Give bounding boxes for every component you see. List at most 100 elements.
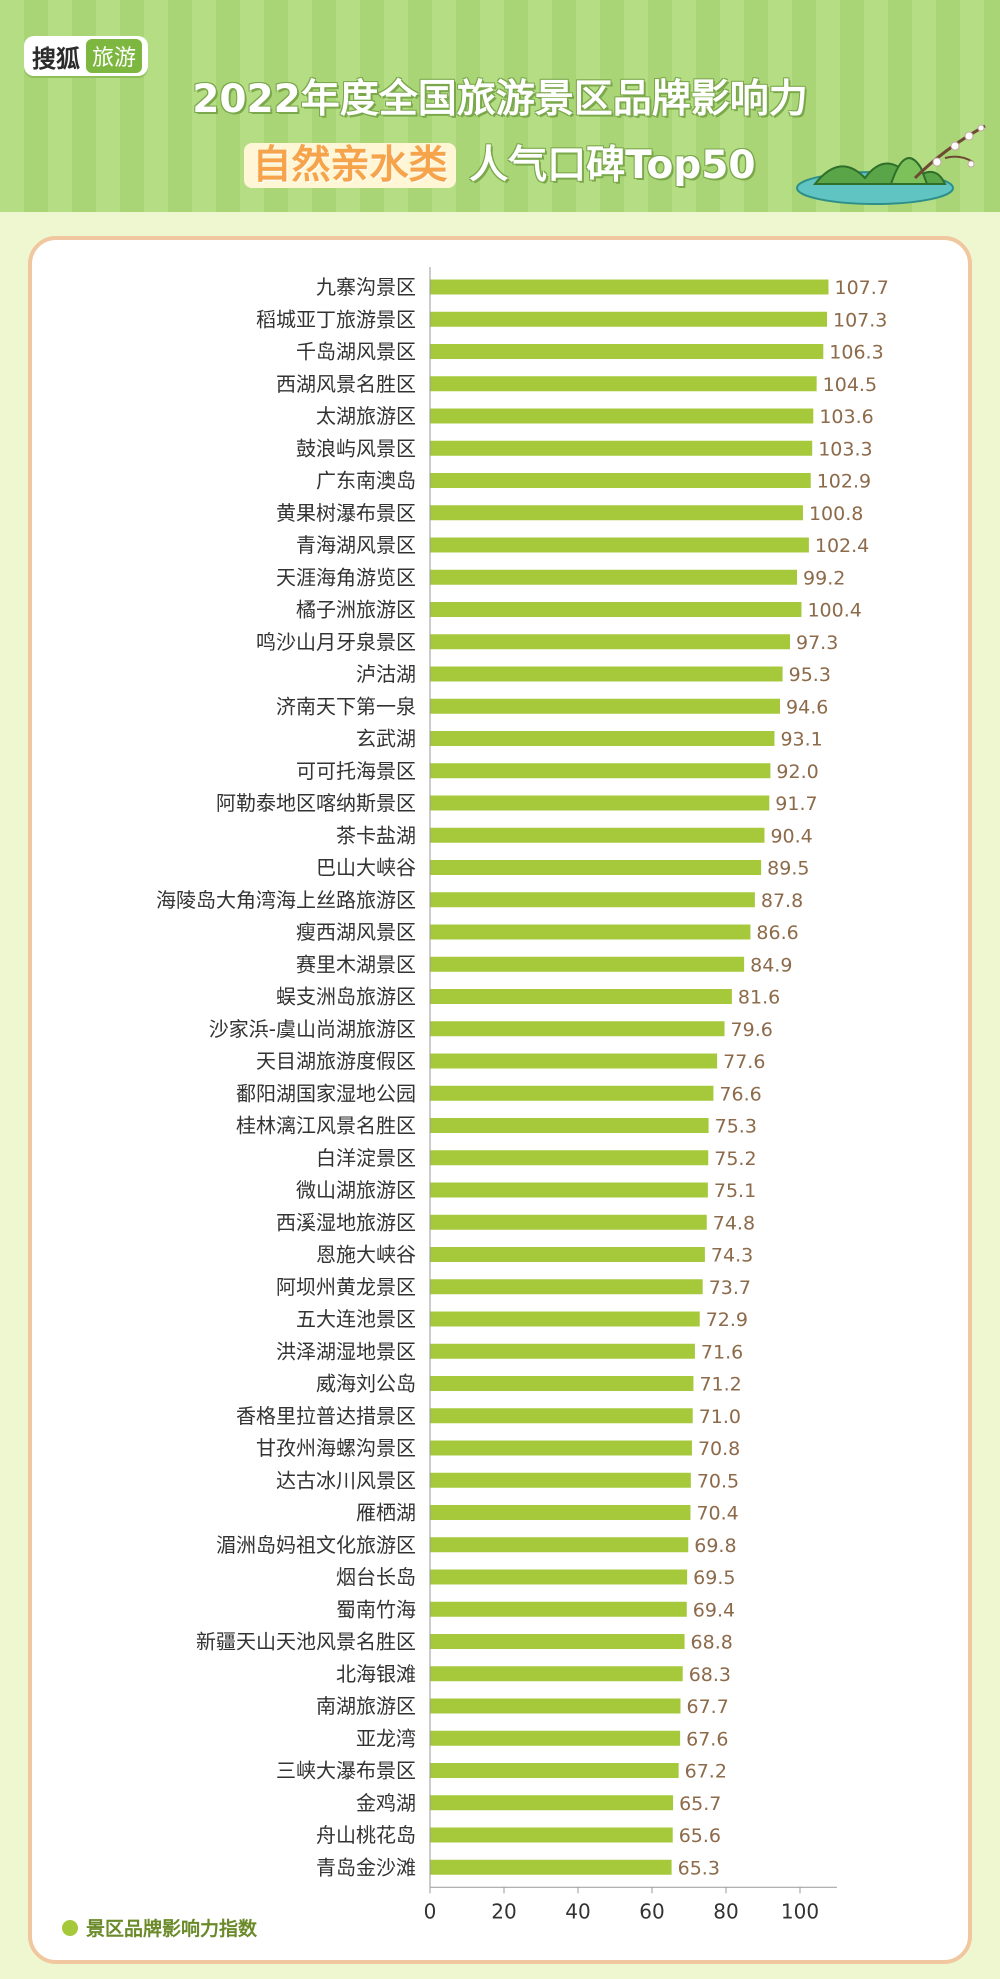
category-label: 青岛金沙滩 <box>316 1855 416 1879</box>
category-label: 青海湖风景区 <box>296 533 416 557</box>
value-label: 70.4 <box>696 1503 738 1525</box>
category-label: 香格里拉普达措景区 <box>236 1404 416 1428</box>
page-subtitle: 自然亲水类 人气口碑Top50 <box>0 134 1000 190</box>
value-label: 71.6 <box>701 1341 743 1363</box>
bar-41 <box>430 1569 688 1585</box>
category-label: 五大连池景区 <box>296 1307 416 1331</box>
value-label: 73.7 <box>709 1277 751 1299</box>
value-label: 67.7 <box>686 1696 728 1718</box>
value-label: 104.5 <box>823 374 877 396</box>
bar-24 <box>430 1021 725 1037</box>
category-label: 黄果树瀑布景区 <box>276 501 416 525</box>
category-label: 巴山大峡谷 <box>316 856 416 880</box>
x-tick-label: 0 <box>424 1899 437 1923</box>
category-label: 新疆天山天池风景名胜区 <box>196 1630 416 1654</box>
category-label: 甘孜州海螺沟景区 <box>256 1436 416 1460</box>
value-label: 95.3 <box>789 664 831 686</box>
sohu-travel-logo: 搜狐 旅游 <box>24 36 149 76</box>
category-label: 天目湖旅游度假区 <box>256 1049 416 1073</box>
value-label: 65.3 <box>678 1857 720 1879</box>
value-label: 86.6 <box>756 922 798 944</box>
legend: 景区品牌影响力指数 <box>62 1914 257 1941</box>
value-label: 72.9 <box>706 1309 748 1331</box>
value-label: 71.2 <box>699 1374 741 1396</box>
bar-34 <box>430 1343 695 1359</box>
value-label: 76.6 <box>719 1083 761 1105</box>
bar-33 <box>430 1311 700 1327</box>
value-label: 74.3 <box>711 1245 753 1267</box>
bar-31 <box>430 1247 705 1262</box>
category-label: 雁栖湖 <box>356 1501 416 1525</box>
bar-13 <box>430 666 783 682</box>
value-label: 71.0 <box>699 1406 741 1428</box>
category-label: 茶卡盐湖 <box>336 823 416 847</box>
category-label: 赛里木湖景区 <box>296 952 416 976</box>
bar-37 <box>430 1440 692 1456</box>
bars-layer: 九寨沟景区 107.7 稻城亚丁旅游景区 107.3 千岛湖风景区 106.3 西湖风景名胜… <box>156 275 889 1879</box>
value-label: 69.8 <box>694 1535 736 1557</box>
subtitle-rest: 人气口碑Top50 <box>469 143 756 188</box>
value-label: 65.7 <box>679 1793 721 1815</box>
bar-25 <box>430 1053 718 1069</box>
bar-5 <box>430 408 814 424</box>
value-label: 74.8 <box>713 1212 755 1234</box>
category-label: 稻城亚丁旅游景区 <box>256 307 416 331</box>
bar-26 <box>430 1085 714 1101</box>
logo-tag: 旅游 <box>86 39 143 73</box>
bar-8 <box>430 505 803 521</box>
bar-39 <box>430 1505 691 1520</box>
category-label: 瘦西湖风景区 <box>296 920 416 944</box>
category-label: 湄洲岛妈祖文化旅游区 <box>216 1533 416 1557</box>
bar-3 <box>430 344 824 359</box>
bar-30 <box>430 1214 707 1230</box>
value-label: 75.3 <box>715 1116 757 1138</box>
category-label: 阿勒泰地区喀纳斯景区 <box>216 791 416 815</box>
value-label: 97.3 <box>796 632 838 654</box>
x-tick-label: 100 <box>781 1899 819 1923</box>
bar-36 <box>430 1408 693 1424</box>
category-label: 千岛湖风景区 <box>296 340 416 364</box>
category-label: 九寨沟景区 <box>316 275 416 299</box>
bar-28 <box>430 1150 709 1166</box>
value-label: 70.8 <box>698 1438 740 1460</box>
value-label: 99.2 <box>803 567 845 589</box>
bar-9 <box>430 537 809 553</box>
value-label: 77.6 <box>723 1051 765 1073</box>
bar-43 <box>430 1634 685 1649</box>
category-label: 蜈支洲岛旅游区 <box>276 985 416 1009</box>
value-label: 103.3 <box>818 438 872 460</box>
category-label: 广东南澳岛 <box>316 469 416 493</box>
value-label: 102.9 <box>817 471 871 493</box>
value-label: 94.6 <box>786 696 828 718</box>
category-label: 桂林漓江风景名胜区 <box>236 1114 416 1138</box>
logo-text: 搜狐 <box>32 44 80 73</box>
bar-7 <box>430 473 811 488</box>
value-label: 92.0 <box>776 761 818 783</box>
bar-21 <box>430 924 751 940</box>
value-label: 75.1 <box>714 1180 756 1202</box>
value-label: 100.4 <box>807 600 861 622</box>
subtitle-highlight: 自然亲水类 <box>244 143 456 188</box>
category-label: 烟台长岛 <box>336 1565 416 1589</box>
bar-32 <box>430 1279 703 1295</box>
category-label: 蜀南竹海 <box>336 1597 416 1621</box>
category-label: 南湖旅游区 <box>316 1694 416 1718</box>
category-label: 微山湖旅游区 <box>296 1178 416 1202</box>
category-label: 威海刘公岛 <box>316 1372 416 1396</box>
legend-dot-icon <box>62 1919 78 1936</box>
page-title: 2022年度全国旅游景区品牌影响力 <box>192 77 808 122</box>
bar-17 <box>430 795 770 811</box>
category-label: 沙家浜-虞山尚湖旅游区 <box>209 1017 416 1041</box>
bar-49 <box>430 1827 673 1843</box>
value-label: 87.8 <box>761 890 803 912</box>
bar-23 <box>430 989 732 1004</box>
value-label: 70.5 <box>697 1470 739 1492</box>
value-label: 68.3 <box>689 1664 731 1686</box>
category-label: 舟山桃花岛 <box>316 1823 416 1847</box>
bar-40 <box>430 1537 689 1553</box>
category-label: 可可托海景区 <box>296 759 416 783</box>
value-label: 103.6 <box>819 406 873 428</box>
category-label: 海陵岛大角湾海上丝路旅游区 <box>156 888 416 912</box>
category-label: 济南天下第一泉 <box>276 694 416 718</box>
x-tick-label: 40 <box>565 1899 590 1923</box>
